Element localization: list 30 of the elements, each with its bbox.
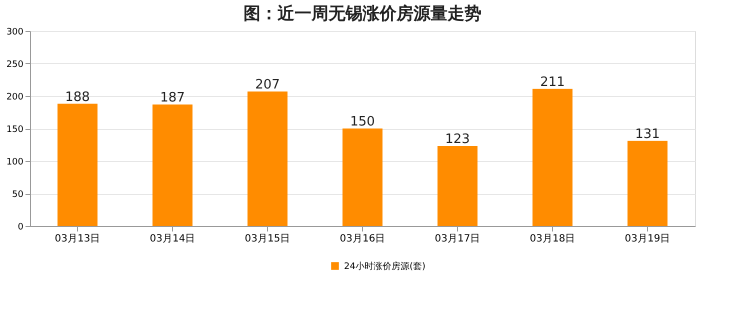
data-label: 131: [635, 126, 660, 142]
legend-label: 24小时涨价房源(套): [344, 261, 426, 272]
data-label: 188: [65, 90, 90, 105]
chart-title: 图：近一周无锡涨价房源量走势: [244, 4, 482, 24]
x-tick-label: 03月18日: [530, 234, 576, 244]
y-tick-label: 50: [12, 190, 24, 200]
x-tick-label: 03月14日: [150, 234, 196, 244]
x-tick-label: 03月19日: [624, 234, 670, 244]
y-tick-label: 300: [6, 28, 24, 38]
bar: [248, 91, 288, 226]
y-tick-label: 100: [6, 158, 24, 168]
bar: [342, 128, 382, 226]
bar: [438, 146, 478, 226]
y-tick-label: 250: [6, 60, 24, 70]
x-tick-label: 03月17日: [434, 234, 480, 244]
y-tick-label: 0: [18, 222, 24, 232]
bar: [152, 104, 192, 226]
data-label: 187: [160, 90, 185, 106]
data-label: 211: [540, 74, 565, 90]
x-tick-label: 03月16日: [340, 234, 386, 244]
data-label: 123: [445, 132, 470, 148]
y-tick-label: 150: [6, 125, 24, 135]
x-tick-label: 03月15日: [244, 234, 290, 244]
bar: [628, 140, 668, 226]
data-label: 150: [350, 114, 375, 130]
x-tick-label: 03月13日: [54, 234, 100, 244]
bar: [58, 104, 98, 226]
bar: [532, 88, 572, 226]
data-label: 207: [255, 77, 280, 92]
y-tick-label: 200: [6, 92, 24, 102]
